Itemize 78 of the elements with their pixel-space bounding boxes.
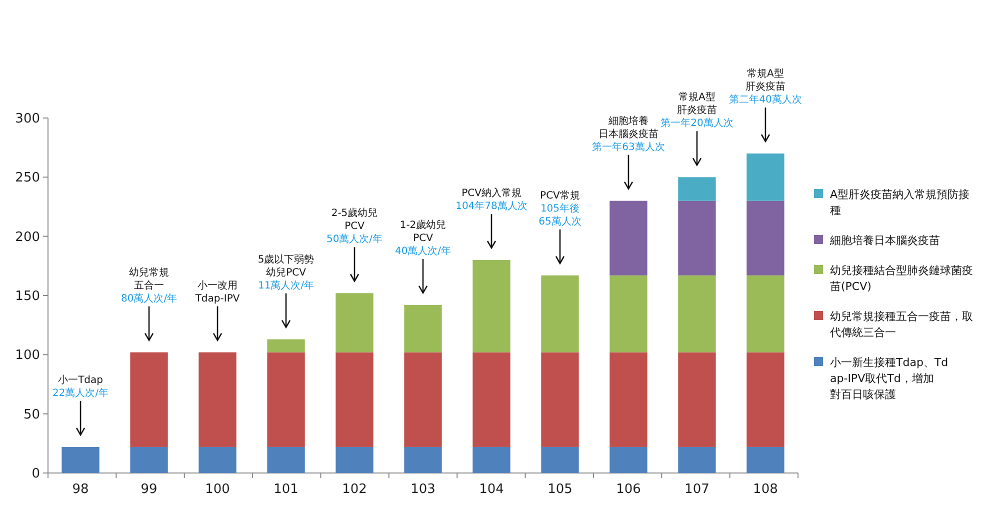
x-tick-label: 101	[274, 482, 298, 497]
legend-label: 幼兒接種結合型肺炎鏈球菌疫苗(PCV)	[830, 264, 973, 293]
legend-label: 細胞培養日本腦炎疫苗	[829, 234, 940, 247]
bar	[130, 446, 168, 473]
y-tick-label: 200	[15, 230, 40, 245]
bar	[198, 446, 236, 473]
bar	[62, 446, 100, 473]
x-tick-label: 105	[548, 482, 572, 497]
annotation: 40萬人次/年	[394, 244, 452, 257]
annotation: 1-2歲幼兒PCV	[400, 218, 446, 244]
bar	[746, 154, 784, 201]
annotation: 第一年20萬人次	[660, 117, 734, 130]
bar	[336, 352, 374, 447]
bar	[746, 200, 784, 276]
bar	[472, 446, 510, 473]
bar	[404, 304, 442, 352]
x-tick-label: 107	[684, 482, 710, 497]
x-tick-label: 104	[479, 482, 504, 497]
text: 第二年40萬人次	[729, 94, 802, 106]
bar	[610, 446, 648, 473]
text: 常規A型肝炎疫苗	[745, 68, 786, 92]
y-tick-label: 250	[15, 170, 40, 186]
annotation: 104年78萬人次	[456, 200, 528, 212]
y-tick-label: 100	[15, 348, 40, 364]
bar	[678, 446, 716, 473]
x-tick-label: 98	[72, 482, 89, 497]
bar	[267, 446, 305, 473]
annotation: 幼兒常規五合一	[129, 266, 170, 292]
y-tick-label: 0	[32, 466, 40, 482]
bar	[404, 352, 442, 447]
bar	[746, 446, 784, 473]
annotation: 2-5歲幼兒PCV	[331, 207, 378, 232]
annotation: 105年後65萬人次	[538, 202, 582, 228]
annotation: 5歲以下弱勢幼兒PCV	[258, 253, 314, 278]
bar	[198, 352, 236, 447]
y-tick-label: 150	[15, 289, 40, 304]
annotation: PCV常規	[540, 189, 580, 202]
annotation: 小一Tdap	[58, 374, 104, 386]
x-tick-label: 99	[140, 482, 158, 497]
bar	[541, 446, 579, 473]
bar	[404, 446, 442, 473]
y-tick-label: 300	[15, 112, 40, 127]
x-tick-label: 103	[410, 482, 436, 497]
bar	[336, 446, 374, 473]
annotation: 11萬人次/年	[258, 279, 314, 292]
annotation: 第一年63萬人次	[592, 140, 665, 153]
bar	[746, 352, 784, 447]
bar	[541, 352, 579, 447]
bar	[678, 200, 716, 276]
text: 常規A型肝炎疫苗	[676, 91, 717, 116]
bar	[610, 352, 648, 447]
bar	[678, 275, 716, 352]
annotation: 小一改用Tdap-IPV	[194, 279, 240, 304]
bar	[541, 275, 579, 352]
bar	[678, 352, 716, 447]
y-tick-label: 50	[23, 407, 40, 422]
x-tick-label: 108	[753, 482, 778, 497]
legend-label: 幼兒常規接種五合一疫苗，取代傳統三合一	[829, 310, 973, 339]
annotation: 22萬人次/年	[52, 386, 109, 399]
bar	[472, 352, 510, 447]
bar	[610, 275, 648, 352]
bar	[130, 352, 168, 447]
annotation: 細胞培養日本腦炎疫苗	[598, 114, 658, 140]
annotation: PCV納入常規	[462, 187, 522, 199]
bar	[746, 275, 784, 352]
bar	[267, 352, 305, 447]
x-tick-label: 100	[205, 482, 230, 497]
bar	[267, 339, 305, 352]
bar	[336, 293, 374, 352]
legend-label: A型肝炎疫苗納入常規預防接種	[830, 188, 970, 217]
bar	[472, 260, 510, 352]
x-tick-label: 102	[342, 482, 367, 497]
bar	[610, 200, 648, 276]
annotation: 50萬人次/年	[326, 233, 383, 246]
legend-label: 小一新生接種Tdap、Tdap-IPV取代Td，增加對百日咳保護	[830, 356, 948, 401]
annotation: 80萬人次/年	[120, 292, 178, 304]
bar	[678, 177, 716, 201]
x-tick-label: 106	[616, 482, 641, 497]
